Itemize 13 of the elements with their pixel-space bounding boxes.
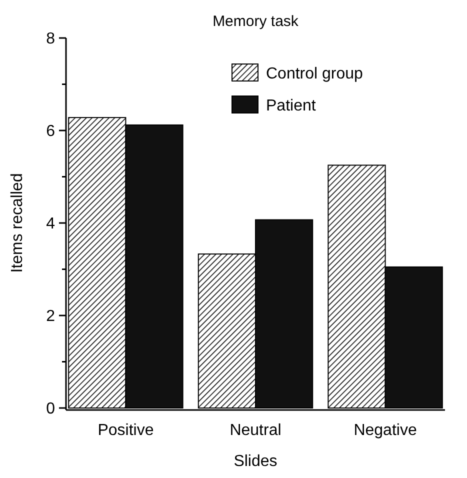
legend-label: Control group (266, 66, 364, 83)
y-axis-title: Items recalled (9, 173, 26, 273)
y-tick-label: 4 (46, 216, 56, 233)
y-tick-label: 6 (46, 123, 56, 140)
y-tick-label: 0 (46, 400, 56, 418)
x-tick-label: Negative (354, 422, 417, 439)
x-axis-title: Slides (234, 453, 278, 470)
y-tick-label: 2 (46, 308, 56, 326)
legend-label: Patient (266, 98, 316, 115)
y-tick-label: 8 (46, 30, 56, 48)
x-tick-label: Neutral (230, 422, 282, 439)
chart-title: Memory task (212, 13, 299, 30)
x-tick-label: Positive (98, 422, 154, 439)
